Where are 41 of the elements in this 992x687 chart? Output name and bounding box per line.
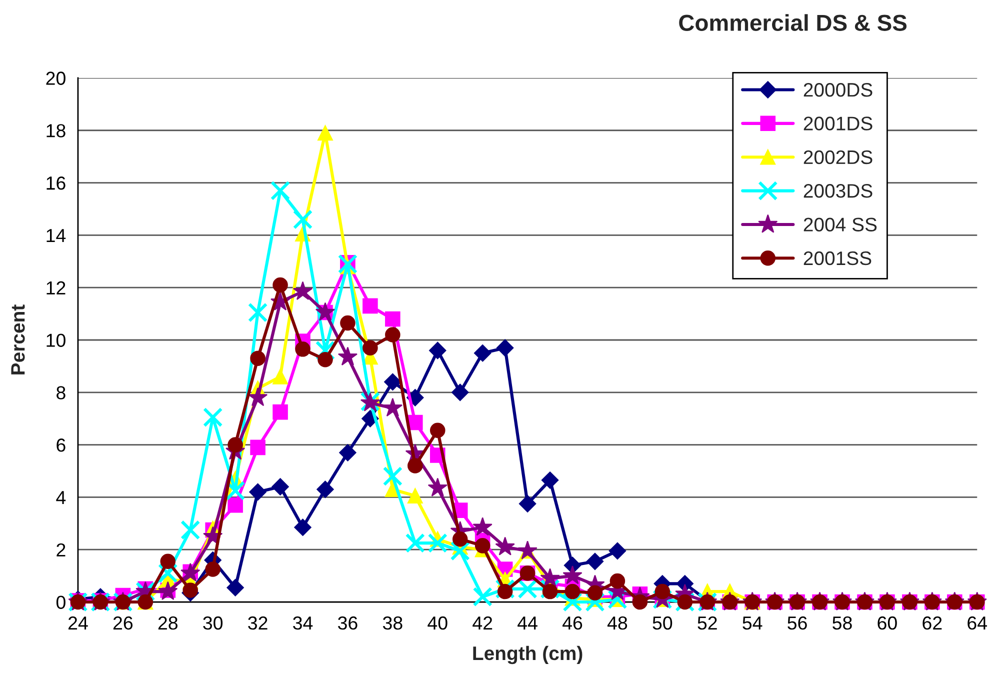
x-tick-label: 56 bbox=[788, 616, 807, 630]
x-tick-label: 40 bbox=[428, 616, 448, 630]
legend-label: 2000DS bbox=[804, 82, 872, 97]
x-tick-label: 52 bbox=[698, 616, 717, 630]
y-tick-label: 2 bbox=[56, 543, 66, 556]
y-axis-title: Percent bbox=[11, 304, 25, 374]
legend-label: 2004 SS bbox=[804, 218, 877, 232]
y-tick-label: 14 bbox=[46, 229, 66, 242]
x-tick-label: 30 bbox=[203, 616, 223, 630]
y-tick-label: 20 bbox=[46, 72, 66, 85]
x-tick-label: 64 bbox=[968, 616, 987, 630]
x-tick-label: 62 bbox=[922, 616, 942, 630]
x-axis-title: Length (cm) bbox=[473, 646, 582, 664]
chart-title: Commercial DS & SS bbox=[679, 14, 907, 31]
x-tick-label: 48 bbox=[607, 616, 628, 630]
y-tick-label: 8 bbox=[56, 386, 66, 400]
x-tick-label: 36 bbox=[338, 616, 358, 630]
x-tick-label: 50 bbox=[652, 616, 672, 630]
x-tick-label: 54 bbox=[742, 616, 762, 630]
x-tick-label: 24 bbox=[68, 616, 88, 630]
x-tick-label: 60 bbox=[878, 616, 897, 630]
y-tick-label: 0 bbox=[56, 596, 66, 609]
y-tick-label: 18 bbox=[46, 124, 66, 138]
x-tick-label: 34 bbox=[293, 616, 313, 630]
y-tick-label: 6 bbox=[56, 438, 66, 452]
x-tick-label: 44 bbox=[518, 616, 538, 630]
legend-label: 2003DS bbox=[804, 184, 872, 198]
legend-label: 2002DS bbox=[804, 150, 872, 164]
x-tick-label: 28 bbox=[158, 616, 178, 630]
legend-label: 2001DS bbox=[804, 116, 872, 130]
y-tick-label: 10 bbox=[46, 334, 66, 347]
x-tick-label: 58 bbox=[832, 616, 852, 630]
x-tick-label: 42 bbox=[472, 616, 492, 630]
x-tick-label: 46 bbox=[562, 616, 582, 630]
x-tick-label: 38 bbox=[382, 616, 402, 630]
y-tick-label: 12 bbox=[46, 281, 66, 294]
y-tick-label: 16 bbox=[46, 176, 66, 190]
y-tick-label: 4 bbox=[56, 491, 66, 504]
legend-label: 2001SS bbox=[804, 251, 872, 266]
x-tick-label: 32 bbox=[248, 616, 268, 630]
x-tick-label: 26 bbox=[113, 616, 133, 630]
